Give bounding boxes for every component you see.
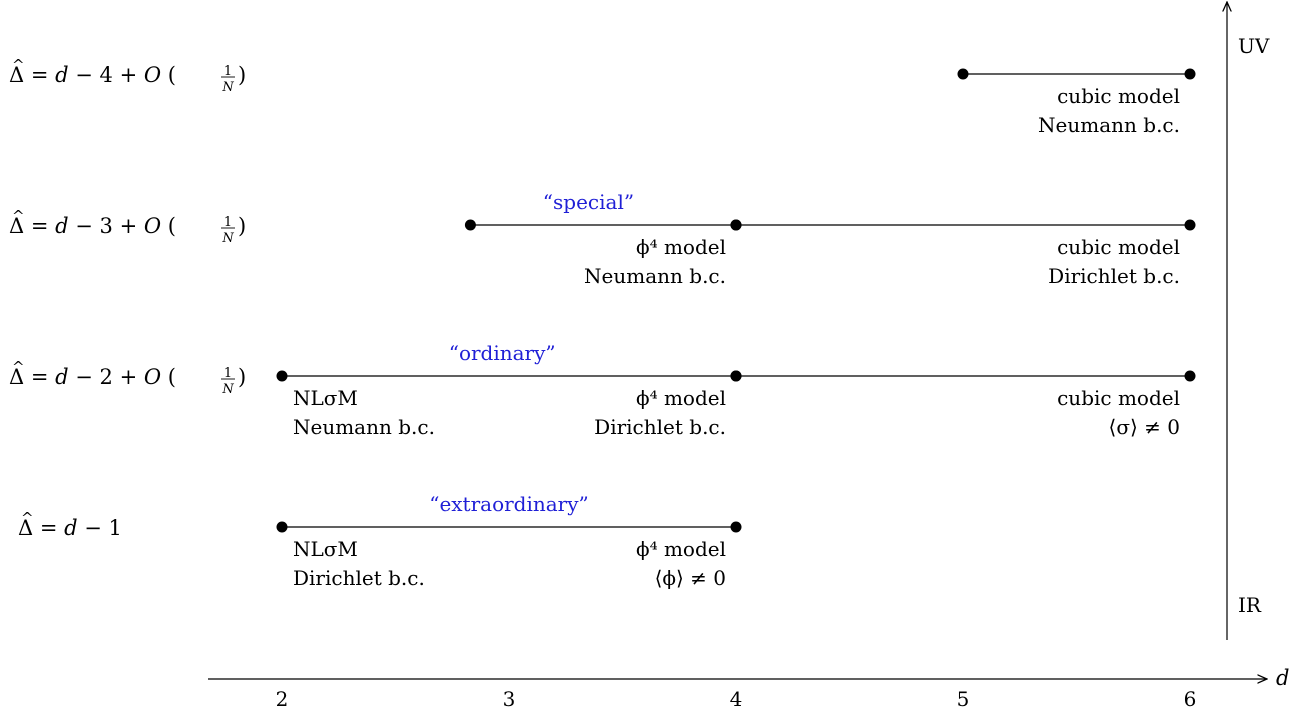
d-tick-label: 5 (957, 687, 970, 711)
phase-row: ^Δ = d − 1 “extraordinary” NLσM Dirichlet b… (18, 492, 742, 590)
fraction-denominator: N (221, 382, 234, 397)
segment-right-label: cubic model (1057, 386, 1180, 410)
hat-accent: ^ (12, 358, 25, 376)
segment-right-label: ϕ⁴ model (636, 537, 726, 561)
fraction-denominator: N (221, 231, 234, 246)
ir-label: IR (1238, 593, 1262, 617)
fraction-numerator: 1 (224, 366, 232, 381)
phase-segment: cubic model ⟨σ⟩ ≠ 0 (730, 370, 1196, 439)
dimension-formula: Δ = d − 3 + O ( (9, 214, 176, 238)
segment-right-label: cubic model (1057, 235, 1180, 259)
segment-endpoint (276, 370, 288, 382)
phase-row: ^Δ = d − 2 + O ( 1N) “ordinary” NLσM Neumann… (9, 341, 1196, 439)
phase-segment: NLσM Neumann b.c. ϕ⁴ model Dirichlet b.c. (276, 370, 742, 439)
close-paren: ) (238, 214, 246, 238)
dimension-label: ^Δ = d − 1 (18, 509, 122, 540)
d-tick-label: 4 (730, 687, 743, 711)
d-axis-label: d (1276, 666, 1289, 690)
fraction-denominator: N (221, 80, 234, 95)
dimension-label: ^Δ = d − 3 + O ( 1N) (9, 207, 246, 246)
segment-endpoint (1184, 68, 1196, 80)
segment-right-label: Dirichlet b.c. (1048, 264, 1180, 288)
phase-segment: cubic model Dirichlet b.c. (730, 219, 1196, 288)
phase-segment: cubic model Neumann b.c. (957, 68, 1196, 137)
segment-endpoint (730, 521, 742, 533)
segment-right-label: ϕ⁴ model (636, 386, 726, 410)
segment-right-label: Neumann b.c. (1038, 113, 1180, 137)
fraction-numerator: 1 (224, 64, 232, 79)
segment-endpoint (730, 370, 742, 382)
segment-right-label: ϕ⁴ model (636, 235, 726, 259)
segment-endpoint (1184, 219, 1196, 231)
d-tick-label: 3 (503, 687, 516, 711)
dimension-label: ^Δ = d − 4 + O ( 1N) (9, 56, 246, 95)
dimension-label: ^Δ = d − 2 + O ( 1N) (9, 358, 246, 397)
segment-left-label: NLσM (293, 386, 358, 410)
d-tick-label: 2 (276, 687, 289, 711)
segment-endpoint (1184, 370, 1196, 382)
close-paren: ) (238, 63, 246, 87)
d-axis-ticks: 2 3 4 5 6 (276, 687, 1197, 711)
segment-endpoint (730, 219, 742, 231)
phase-segment: ϕ⁴ model Neumann b.c. (464, 219, 742, 288)
phase-name: “extraordinary” (429, 492, 589, 516)
fraction-numerator: 1 (224, 215, 232, 230)
hat-accent: ^ (12, 56, 25, 74)
segment-right-label: ⟨ϕ⟩ ≠ 0 (655, 566, 726, 590)
phase-segment: NLσM Dirichlet b.c. ϕ⁴ model ⟨ϕ⟩ ≠ 0 (276, 521, 742, 590)
d-tick-label: 6 (1184, 687, 1197, 711)
dimension-formula: Δ = d − 1 (18, 516, 122, 540)
uv-label: UV (1238, 34, 1270, 58)
segment-right-label: Neumann b.c. (584, 264, 726, 288)
segment-right-label: cubic model (1057, 84, 1180, 108)
segment-right-label: ⟨σ⟩ ≠ 0 (1109, 415, 1180, 439)
phase-row: ^Δ = d − 4 + O ( 1N) cubic model Neumann b.… (9, 56, 1196, 137)
segment-right-label: Dirichlet b.c. (594, 415, 726, 439)
close-paren: ) (238, 365, 246, 389)
segment-left-label: Dirichlet b.c. (293, 566, 425, 590)
phase-name: “ordinary” (449, 341, 556, 365)
hat-accent: ^ (12, 207, 25, 225)
hat-accent: ^ (21, 509, 34, 527)
segment-left-label: NLσM (293, 537, 358, 561)
dimension-formula: Δ = d − 2 + O ( (9, 365, 176, 389)
phase-row: ^Δ = d − 3 + O ( 1N) “special”ϕ⁴ model Neum… (9, 190, 1196, 288)
segment-left-label: Neumann b.c. (293, 415, 435, 439)
segment-endpoint (276, 521, 288, 533)
segment-endpoint (464, 219, 476, 231)
dimension-formula: Δ = d − 4 + O ( (9, 63, 176, 87)
segment-endpoint (957, 68, 969, 80)
phase-name: “special” (543, 190, 634, 214)
